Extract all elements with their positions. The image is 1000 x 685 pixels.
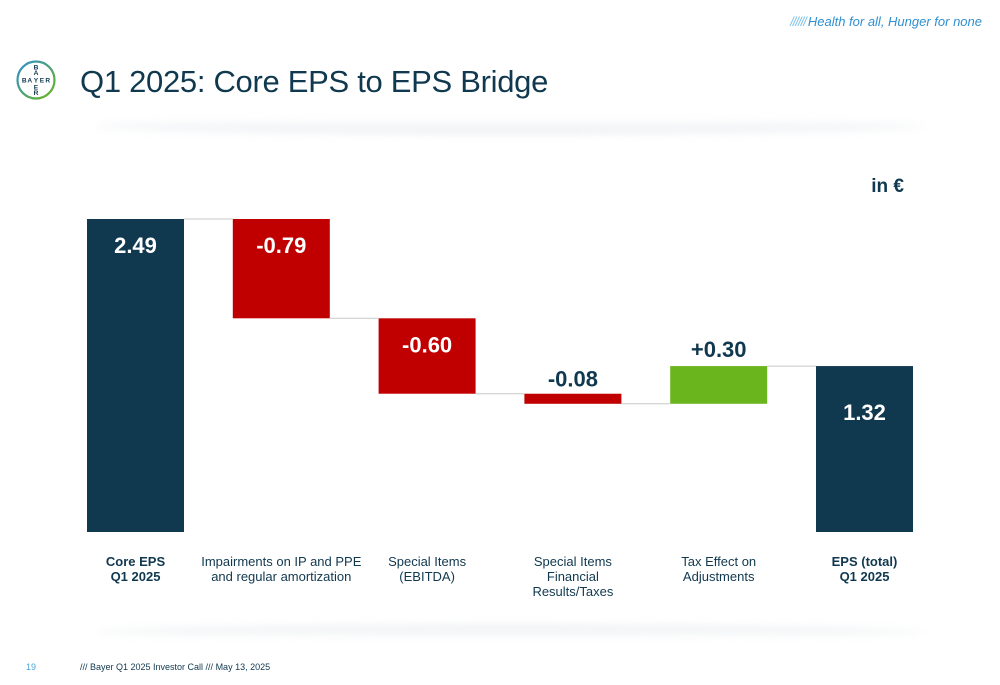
category-label-1-line-1: and regular amortization [211, 569, 351, 584]
category-label-3-line-0: Special Items [534, 554, 613, 569]
bar-1 [232, 219, 330, 319]
svg-text:A: A [34, 70, 39, 77]
divider-shadow-bottom [95, 625, 925, 639]
data-label-2: -0.60 [402, 332, 452, 357]
category-label-3-line-1: Financial [547, 569, 599, 584]
category-label-3-line-2: Results/Taxes [532, 584, 613, 599]
bar-2 [378, 318, 476, 394]
tagline-slashes: ////// [790, 14, 807, 29]
category-label-1-line-0: Impairments on IP and PPE [201, 554, 362, 569]
category-label-5-line-0: EPS (total) [832, 554, 898, 569]
bar-0 [87, 219, 184, 532]
data-label-5: 1.32 [843, 400, 886, 425]
svg-text:Y: Y [34, 77, 39, 84]
category-label-0-line-0: Core EPS [106, 554, 166, 569]
svg-text:E: E [40, 77, 45, 84]
data-label-1: -0.79 [256, 233, 306, 258]
category-label-5-line-1: Q1 2025 [840, 569, 890, 584]
bar-5 [816, 366, 913, 532]
unit-label: in € [871, 176, 904, 197]
bayer-logo: B A B A Y E R E R [16, 60, 56, 100]
tagline: //////Health for all, Hunger for none [790, 14, 982, 29]
category-label-2-line-1: (EBITDA) [399, 569, 455, 584]
svg-text:A: A [27, 77, 32, 84]
tagline-text: Health for all, Hunger for none [807, 14, 982, 29]
page-number: 19 [26, 662, 37, 672]
footer-text: /// Bayer Q1 2025 Investor Call /// May … [80, 662, 271, 672]
data-label-4: +0.30 [691, 337, 747, 362]
category-label-4-line-1: Adjustments [683, 569, 755, 584]
data-label-3: -0.08 [548, 367, 598, 392]
category-label-0-line-1: Q1 2025 [111, 569, 161, 584]
bar-4 [670, 366, 768, 404]
category-label-2-line-0: Special Items [388, 554, 467, 569]
category-label-4-line-0: Tax Effect on [681, 554, 756, 569]
page-title: Q1 2025: Core EPS to EPS Bridge [80, 64, 549, 99]
bar-3 [524, 393, 622, 404]
svg-text:B: B [34, 65, 39, 72]
svg-text:B: B [22, 77, 27, 84]
data-label-0: 2.49 [114, 233, 157, 258]
svg-text:E: E [34, 84, 39, 91]
svg-text:R: R [34, 90, 39, 97]
svg-text:R: R [45, 77, 50, 84]
divider-shadow-top [95, 118, 925, 134]
